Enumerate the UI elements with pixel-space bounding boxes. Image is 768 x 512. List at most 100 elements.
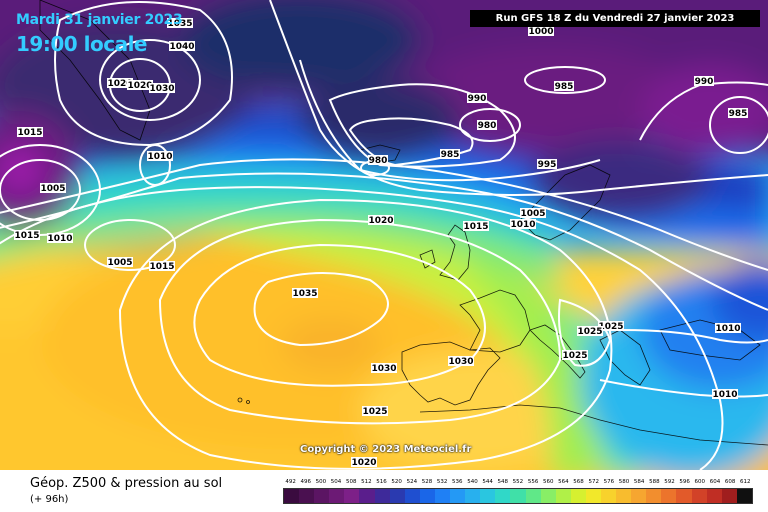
isobar-label-bg	[40, 183, 66, 193]
scale-label: 596	[679, 479, 690, 485]
isobar-label-bg	[127, 80, 153, 90]
scale-label: 492	[285, 479, 296, 485]
isobar-label-bg	[528, 26, 554, 36]
scale-swatch	[706, 489, 722, 503]
isobar-label: 1025	[577, 327, 602, 337]
isobar-label: 985	[441, 150, 460, 160]
isobar-label-bg	[47, 233, 73, 243]
scale-swatch	[450, 489, 466, 503]
scale-swatch	[616, 489, 632, 503]
isobar-label: 1010	[147, 152, 172, 162]
isobar-label-bg	[292, 288, 318, 298]
isobar-label-bg	[577, 326, 603, 336]
scale-swatch	[721, 489, 737, 503]
isobar-label: 1010	[47, 234, 72, 244]
isobar-label: 1010	[712, 390, 737, 400]
scale-label: 604	[709, 479, 721, 485]
forecast-offset: (+ 96h)	[30, 494, 69, 505]
isobar-label: 1030	[371, 364, 396, 374]
isobar-label: 1020	[368, 216, 393, 226]
scale-label: 528	[421, 479, 433, 485]
scale-swatch	[570, 489, 586, 503]
scale-swatch	[299, 489, 315, 503]
scale-swatch	[691, 489, 707, 503]
isobar-label-bg	[147, 151, 173, 161]
scale-label: 516	[376, 479, 387, 485]
scale-label: 532	[436, 479, 448, 485]
scale-swatch	[631, 489, 647, 503]
scale-label: 544	[482, 479, 493, 485]
scale-label: 572	[588, 479, 599, 485]
map-title: Géop. Z500 & pression au sol	[30, 476, 223, 491]
scale-label: 592	[664, 479, 675, 485]
isobar-label: 1015	[17, 128, 42, 138]
scale-swatch	[480, 489, 496, 503]
scale-label: 608	[724, 479, 736, 485]
isobar-label-bg	[510, 219, 536, 229]
isobar-label-bg	[712, 389, 738, 399]
isobar-label-bg	[477, 120, 497, 130]
scale-label: 560	[542, 479, 554, 485]
isobar-label: 995	[538, 160, 557, 170]
scale-swatch	[465, 489, 481, 503]
isobar-label-bg	[368, 215, 394, 225]
isobar-label-bg	[17, 127, 43, 137]
isobar-label-bg	[169, 41, 195, 51]
isobar-label: 990	[468, 94, 487, 104]
isobar-label: 1035	[167, 19, 192, 29]
isobar-labels: 1035104010201020103010009909909859859809…	[14, 18, 748, 468]
scale-swatch	[676, 489, 692, 503]
scale-label: 500	[315, 479, 327, 485]
scale-swatch	[434, 489, 451, 503]
isobar-label: 1020	[127, 81, 152, 91]
isobar-label-bg	[149, 83, 175, 93]
isobar-label-bg	[537, 159, 557, 169]
isobar-label-bg	[107, 257, 133, 267]
isobar-label: 1000	[528, 27, 553, 37]
scale-swatch	[646, 489, 662, 503]
isobar-label: 1020	[351, 458, 376, 468]
isobar-label: 1020	[107, 79, 132, 89]
scale-swatches	[283, 488, 753, 504]
scale-swatch	[329, 489, 345, 503]
scale-swatch	[374, 489, 390, 503]
scale-tick-labels: 492 496 500 504 508 512 516 520 524 528 532 536 540 5…	[283, 478, 753, 487]
isobar-label: 990	[695, 77, 714, 87]
isobar-label: 1005	[520, 209, 545, 219]
scale-swatch	[419, 489, 435, 503]
scale-label: 552	[512, 479, 524, 485]
run-info: Run GFS 18 Z du Vendredi 27 janvier 2023	[470, 10, 760, 27]
isobar-label: 1040	[169, 42, 194, 52]
isobar-label-bg	[440, 149, 460, 159]
isobar-label: 1015	[149, 262, 174, 272]
scale-label: 564	[558, 479, 569, 485]
isobar-label-bg	[562, 350, 588, 360]
isobar-label-bg	[554, 81, 574, 91]
isobar-label-bg	[520, 208, 546, 218]
isobar-label: 1030	[149, 84, 174, 94]
isobar-label: 1005	[107, 258, 132, 268]
isobar-label: 985	[729, 109, 748, 119]
isobar-label: 1015	[14, 231, 39, 241]
scale-label: 508	[345, 479, 357, 485]
isobar-label: 1005	[40, 184, 65, 194]
isobar-label-bg	[728, 108, 748, 118]
isobar-label: 1025	[598, 322, 623, 332]
scale-label: 540	[467, 479, 478, 485]
copyright-notice: Copyright © 2023 Meteociel.fr	[300, 444, 472, 455]
isobar-label: 1015	[463, 222, 488, 232]
isobar-label: 980	[478, 121, 497, 131]
scale-label: 588	[649, 479, 660, 485]
geopotential-map-svg: 1035104010201020103010009909909859859809…	[0, 0, 768, 470]
scale-label: 584	[633, 479, 645, 485]
isobar-label-bg	[362, 406, 388, 416]
scale-label: 536	[452, 479, 463, 485]
isobar-label-bg	[715, 323, 741, 333]
scale-label: 568	[573, 479, 584, 485]
isobar-label-bg	[368, 155, 388, 165]
scale-label: 600	[694, 479, 706, 485]
scale-label: 504	[330, 479, 342, 485]
isobar-label-bg	[14, 230, 40, 240]
scale-swatch	[585, 489, 601, 503]
isobar-label-bg	[463, 221, 489, 231]
